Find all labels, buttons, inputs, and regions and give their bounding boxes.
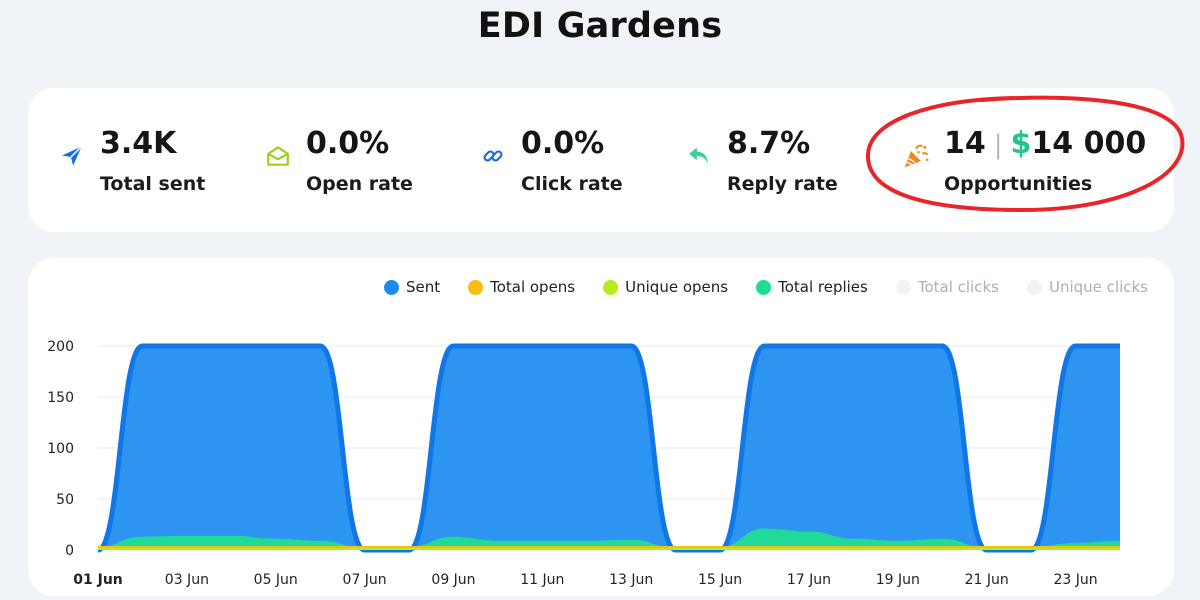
link-icon bbox=[477, 140, 509, 172]
legend-item-total-clicks[interactable]: Total clicks bbox=[895, 278, 999, 296]
x-tick-label: 15 Jun bbox=[698, 572, 742, 588]
legend-label-unique-opens: Unique opens bbox=[625, 278, 729, 296]
x-tick-label: 07 Jun bbox=[343, 572, 387, 588]
opportunities-separator: | bbox=[993, 130, 1003, 160]
legend-dot-total-clicks bbox=[895, 279, 911, 295]
party-popper-icon bbox=[900, 140, 932, 172]
legend-label-unique-clicks: Unique clicks bbox=[1048, 278, 1148, 296]
opportunities-count: 14 bbox=[944, 126, 986, 161]
x-tick-label: 13 Jun bbox=[609, 572, 653, 588]
x-tick-label: 01 Jun bbox=[73, 572, 123, 588]
legend-item-unique-opens[interactable]: Unique opens bbox=[603, 278, 728, 296]
reply-arrow-icon bbox=[683, 140, 715, 172]
x-tick-label: 19 Jun bbox=[876, 572, 920, 588]
open-envelope-icon bbox=[262, 140, 294, 172]
x-tick-label: 05 Jun bbox=[254, 572, 298, 588]
legend-item-unique-clicks[interactable]: Unique clicks bbox=[1026, 278, 1148, 296]
x-tick-label: 11 Jun bbox=[520, 572, 564, 588]
series-line-sent bbox=[98, 343, 1120, 553]
paper-plane-icon bbox=[56, 140, 88, 172]
series-line-total-replies bbox=[98, 528, 1121, 550]
legend-dot-unique-clicks bbox=[1026, 279, 1042, 295]
chart-card: 0 50 100 150 200 01 Jun 03 Jun 05 Jun 07 Jun 09 J… bbox=[28, 258, 1174, 596]
legend-item-total-opens[interactable]: Total opens bbox=[468, 278, 575, 296]
y-tick-label: 0 bbox=[65, 543, 74, 559]
opportunities-value: 14 | $14 000 bbox=[944, 126, 1146, 161]
total-sent-value: 3.4K bbox=[100, 126, 177, 161]
legend-dot-total-opens bbox=[468, 279, 484, 295]
stats-card: 3.4K Total sent 0.0% Open rate 0.0% Clic… bbox=[28, 88, 1174, 232]
area-chart: 0 50 100 150 200 01 Jun 03 Jun 05 Jun 07 Jun 09 J… bbox=[47, 339, 1121, 588]
series-area-sent bbox=[98, 346, 1120, 550]
click-rate-value: 0.0% bbox=[521, 126, 605, 161]
legend-label-sent: Sent bbox=[405, 278, 441, 296]
y-tick-label: 150 bbox=[47, 390, 74, 406]
x-tick-label: 21 Jun bbox=[965, 572, 1009, 588]
y-tick-label: 100 bbox=[47, 441, 74, 457]
reply-rate-value: 8.7% bbox=[727, 126, 811, 161]
legend-dot-total-replies bbox=[756, 279, 772, 295]
click-rate-label: Click rate bbox=[521, 173, 623, 195]
x-tick-label: 23 Jun bbox=[1053, 572, 1097, 588]
legend-dot-sent bbox=[383, 279, 399, 295]
total-sent-label: Total sent bbox=[100, 173, 206, 195]
legend-item-total-replies[interactable]: Total replies bbox=[756, 278, 868, 296]
legend-dot-unique-opens bbox=[603, 279, 619, 295]
page-title: EDI Gardens bbox=[477, 6, 723, 46]
legend-item-sent[interactable]: Sent bbox=[383, 278, 441, 296]
x-tick-label: 03 Jun bbox=[165, 572, 209, 588]
series-area-total-replies bbox=[98, 529, 1120, 550]
x-tick-label: 09 Jun bbox=[431, 572, 475, 588]
open-rate-label: Open rate bbox=[306, 173, 413, 195]
y-tick-label: 50 bbox=[56, 492, 74, 508]
legend-label-total-replies: Total replies bbox=[778, 278, 868, 296]
opportunities-amount: 14 000 bbox=[1031, 126, 1147, 161]
plot-area bbox=[98, 343, 1121, 553]
opportunities-label: Opportunities bbox=[944, 173, 1093, 195]
chart-legend: Sent Total opens Unique opens Total repl… bbox=[383, 278, 1148, 296]
legend-label-total-clicks: Total clicks bbox=[917, 278, 999, 296]
y-tick-label: 200 bbox=[47, 339, 74, 355]
legend-label-total-opens: Total opens bbox=[490, 278, 576, 296]
opportunities-currency: $ bbox=[1010, 126, 1032, 161]
x-tick-label: 17 Jun bbox=[787, 572, 831, 588]
open-rate-value: 0.0% bbox=[306, 126, 390, 161]
reply-rate-label: Reply rate bbox=[727, 173, 838, 195]
